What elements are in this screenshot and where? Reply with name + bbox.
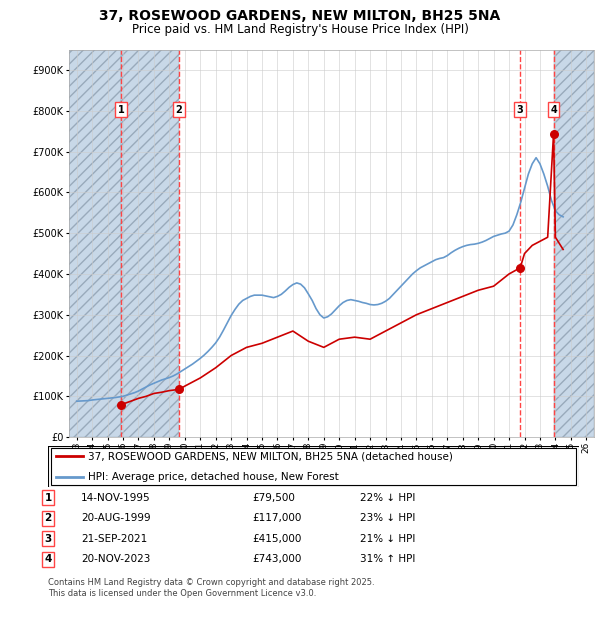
- Text: 23% ↓ HPI: 23% ↓ HPI: [360, 513, 415, 523]
- Text: 14-NOV-1995: 14-NOV-1995: [81, 493, 151, 503]
- Text: Contains HM Land Registry data © Crown copyright and database right 2025.: Contains HM Land Registry data © Crown c…: [48, 578, 374, 587]
- Text: 4: 4: [44, 554, 52, 564]
- Text: 1: 1: [118, 105, 124, 115]
- Text: 2: 2: [44, 513, 52, 523]
- Text: HPI: Average price, detached house, New Forest: HPI: Average price, detached house, New …: [88, 472, 338, 482]
- Text: £743,000: £743,000: [252, 554, 301, 564]
- Text: 37, ROSEWOOD GARDENS, NEW MILTON, BH25 5NA: 37, ROSEWOOD GARDENS, NEW MILTON, BH25 5…: [100, 9, 500, 24]
- Point: [174, 384, 184, 394]
- Bar: [121, 50, 179, 437]
- Text: 4: 4: [550, 105, 557, 115]
- Text: This data is licensed under the Open Government Licence v3.0.: This data is licensed under the Open Gov…: [48, 589, 316, 598]
- Text: 22% ↓ HPI: 22% ↓ HPI: [360, 493, 415, 503]
- Text: 3: 3: [517, 105, 524, 115]
- FancyBboxPatch shape: [50, 448, 577, 485]
- Text: 21% ↓ HPI: 21% ↓ HPI: [360, 534, 415, 544]
- Text: 2: 2: [176, 105, 182, 115]
- Text: 3: 3: [44, 534, 52, 544]
- Text: Price paid vs. HM Land Registry's House Price Index (HPI): Price paid vs. HM Land Registry's House …: [131, 23, 469, 36]
- Text: 20-NOV-2023: 20-NOV-2023: [81, 554, 151, 564]
- Text: £415,000: £415,000: [252, 534, 301, 544]
- Text: 20-AUG-1999: 20-AUG-1999: [81, 513, 151, 523]
- Point: [116, 400, 126, 410]
- Text: 31% ↑ HPI: 31% ↑ HPI: [360, 554, 415, 564]
- Point: [515, 263, 525, 273]
- Text: 21-SEP-2021: 21-SEP-2021: [81, 534, 147, 544]
- Text: 1: 1: [44, 493, 52, 503]
- Bar: [554, 50, 594, 437]
- Text: £117,000: £117,000: [252, 513, 301, 523]
- Text: £79,500: £79,500: [252, 493, 295, 503]
- Bar: [69, 50, 121, 437]
- Text: 37, ROSEWOOD GARDENS, NEW MILTON, BH25 5NA (detached house): 37, ROSEWOOD GARDENS, NEW MILTON, BH25 5…: [88, 451, 453, 461]
- Point: [549, 129, 559, 139]
